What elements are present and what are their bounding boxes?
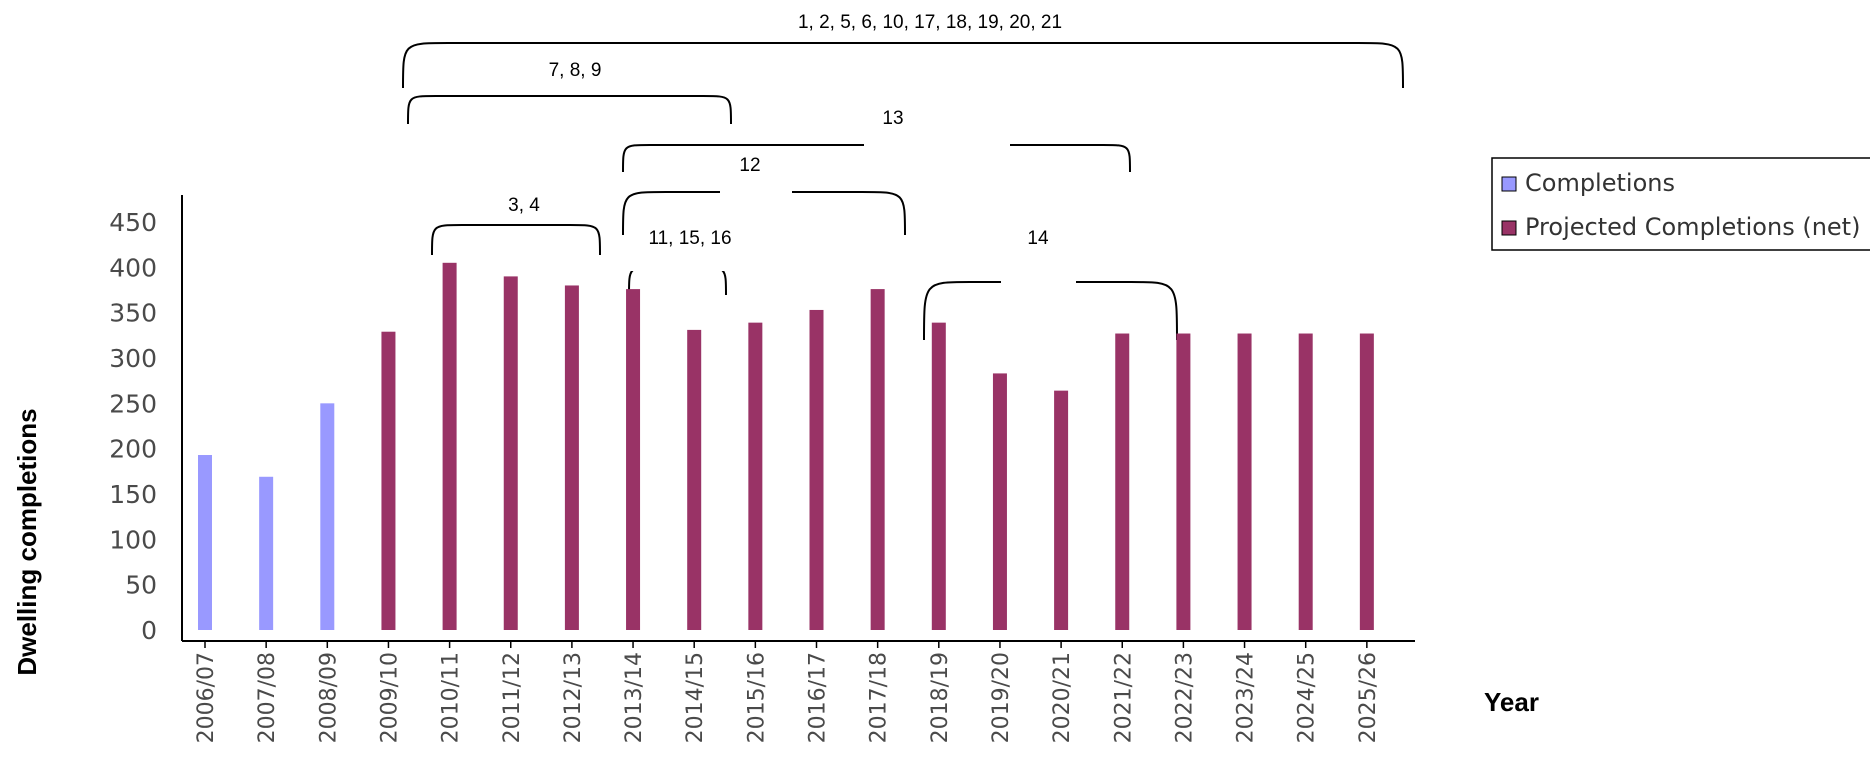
x-axis: 2006/07 2007/08 2008/09 2009/10 2010/11 2011/…	[182, 640, 1415, 743]
bar-projected	[809, 309, 824, 630]
y-tick-label: 200	[109, 435, 157, 464]
bar-completions	[320, 403, 335, 630]
bar-projected	[1054, 390, 1069, 630]
bar-projected	[503, 276, 518, 630]
x-tick-label: 2011/12	[500, 652, 525, 743]
y-axis: 0 50 100 150 200 250 300 350 400 450	[109, 195, 183, 645]
x-tick-label: 2023/24	[1234, 652, 1259, 743]
x-tick-label: 2020/21	[1050, 652, 1075, 743]
annotations: 1, 2, 5, 6, 10, 17, 18, 19, 20, 21 7, 8, …	[402, 12, 1404, 341]
y-tick-label: 50	[125, 571, 157, 600]
x-tick-label: 2021/22	[1111, 652, 1136, 743]
annotation-bracket	[923, 281, 1178, 341]
x-tick-label: 2013/14	[622, 652, 647, 743]
annotation-mask	[1001, 278, 1076, 286]
x-tick-label: 2015/16	[744, 652, 769, 743]
x-axis-title: Year	[1484, 687, 1539, 717]
annotation-label: 3, 4	[508, 195, 540, 216]
bar-completions	[259, 476, 274, 630]
y-tick-label: 300	[109, 344, 157, 373]
bar-projected	[1359, 333, 1374, 630]
legend: Completions Projected Completions (net)	[1491, 157, 1870, 251]
x-tick-label: 2018/19	[928, 652, 953, 743]
annotation-label: 1, 2, 5, 6, 10, 17, 18, 19, 20, 21	[798, 12, 1062, 33]
legend-swatch-completions	[1501, 176, 1517, 192]
bar-projected	[748, 322, 763, 630]
y-tick-label: 400	[109, 253, 157, 282]
x-tick-label: 2022/23	[1172, 652, 1197, 743]
bar-projected	[1115, 333, 1130, 630]
bar-projected	[931, 322, 946, 630]
y-tick-label: 250	[109, 389, 157, 418]
y-tick-label: 450	[109, 208, 157, 237]
bar-projected	[626, 289, 641, 630]
x-tick-label: 2016/17	[806, 652, 831, 743]
annotation-bracket	[407, 95, 732, 125]
x-tick-label: 2024/25	[1295, 652, 1320, 743]
bar-projected	[870, 289, 885, 630]
annotation-label: 11, 15, 16	[648, 228, 731, 249]
x-tick-label: 2012/13	[561, 652, 586, 743]
annotation-label: 14	[1027, 228, 1049, 249]
bar-projected	[1298, 333, 1313, 630]
annotation-mask	[864, 141, 1010, 149]
annotation-mask	[720, 188, 792, 196]
annotation-bracket	[402, 42, 1404, 89]
annotation-label: 7, 8, 9	[549, 60, 602, 81]
bar-projected	[1237, 333, 1252, 630]
x-tick-label: 2008/09	[316, 652, 341, 743]
y-tick-label: 150	[109, 480, 157, 509]
bar-projected	[1176, 333, 1191, 630]
x-tick-label: 2007/08	[255, 652, 280, 743]
annotation-label: 12	[739, 155, 760, 176]
bars	[198, 262, 1374, 630]
y-tick-label: 350	[109, 299, 157, 328]
x-tick-label: 2010/11	[439, 652, 464, 743]
annotation-label: 13	[882, 108, 903, 129]
y-tick-label: 100	[109, 525, 157, 554]
legend-swatch-projected	[1501, 220, 1517, 236]
legend-label-completions: Completions	[1525, 169, 1675, 197]
bar-projected	[442, 262, 457, 630]
bar-projected	[992, 373, 1007, 630]
annotation-bracket	[628, 266, 727, 296]
annotation-mask	[623, 263, 740, 271]
x-tick-label: 2017/18	[867, 652, 892, 743]
x-tick-label: 2014/15	[683, 652, 708, 743]
annotation-bracket	[622, 144, 1131, 173]
x-tick-label: 2006/07	[194, 652, 219, 743]
legend-label-projected: Projected Completions (net)	[1525, 213, 1860, 241]
x-tick-label: 2025/26	[1356, 652, 1381, 743]
x-tick-label: 2019/20	[989, 652, 1014, 743]
y-tick-label: 0	[141, 616, 157, 645]
bar-projected	[687, 329, 702, 630]
bar-projected	[564, 285, 579, 630]
bar-completions	[198, 455, 212, 630]
annotation-bracket	[431, 224, 601, 256]
y-axis-title: Dwelling completions	[12, 408, 42, 675]
x-tick-label: 2009/10	[377, 652, 402, 743]
legend-box	[1491, 157, 1870, 251]
bar-projected	[381, 331, 396, 630]
